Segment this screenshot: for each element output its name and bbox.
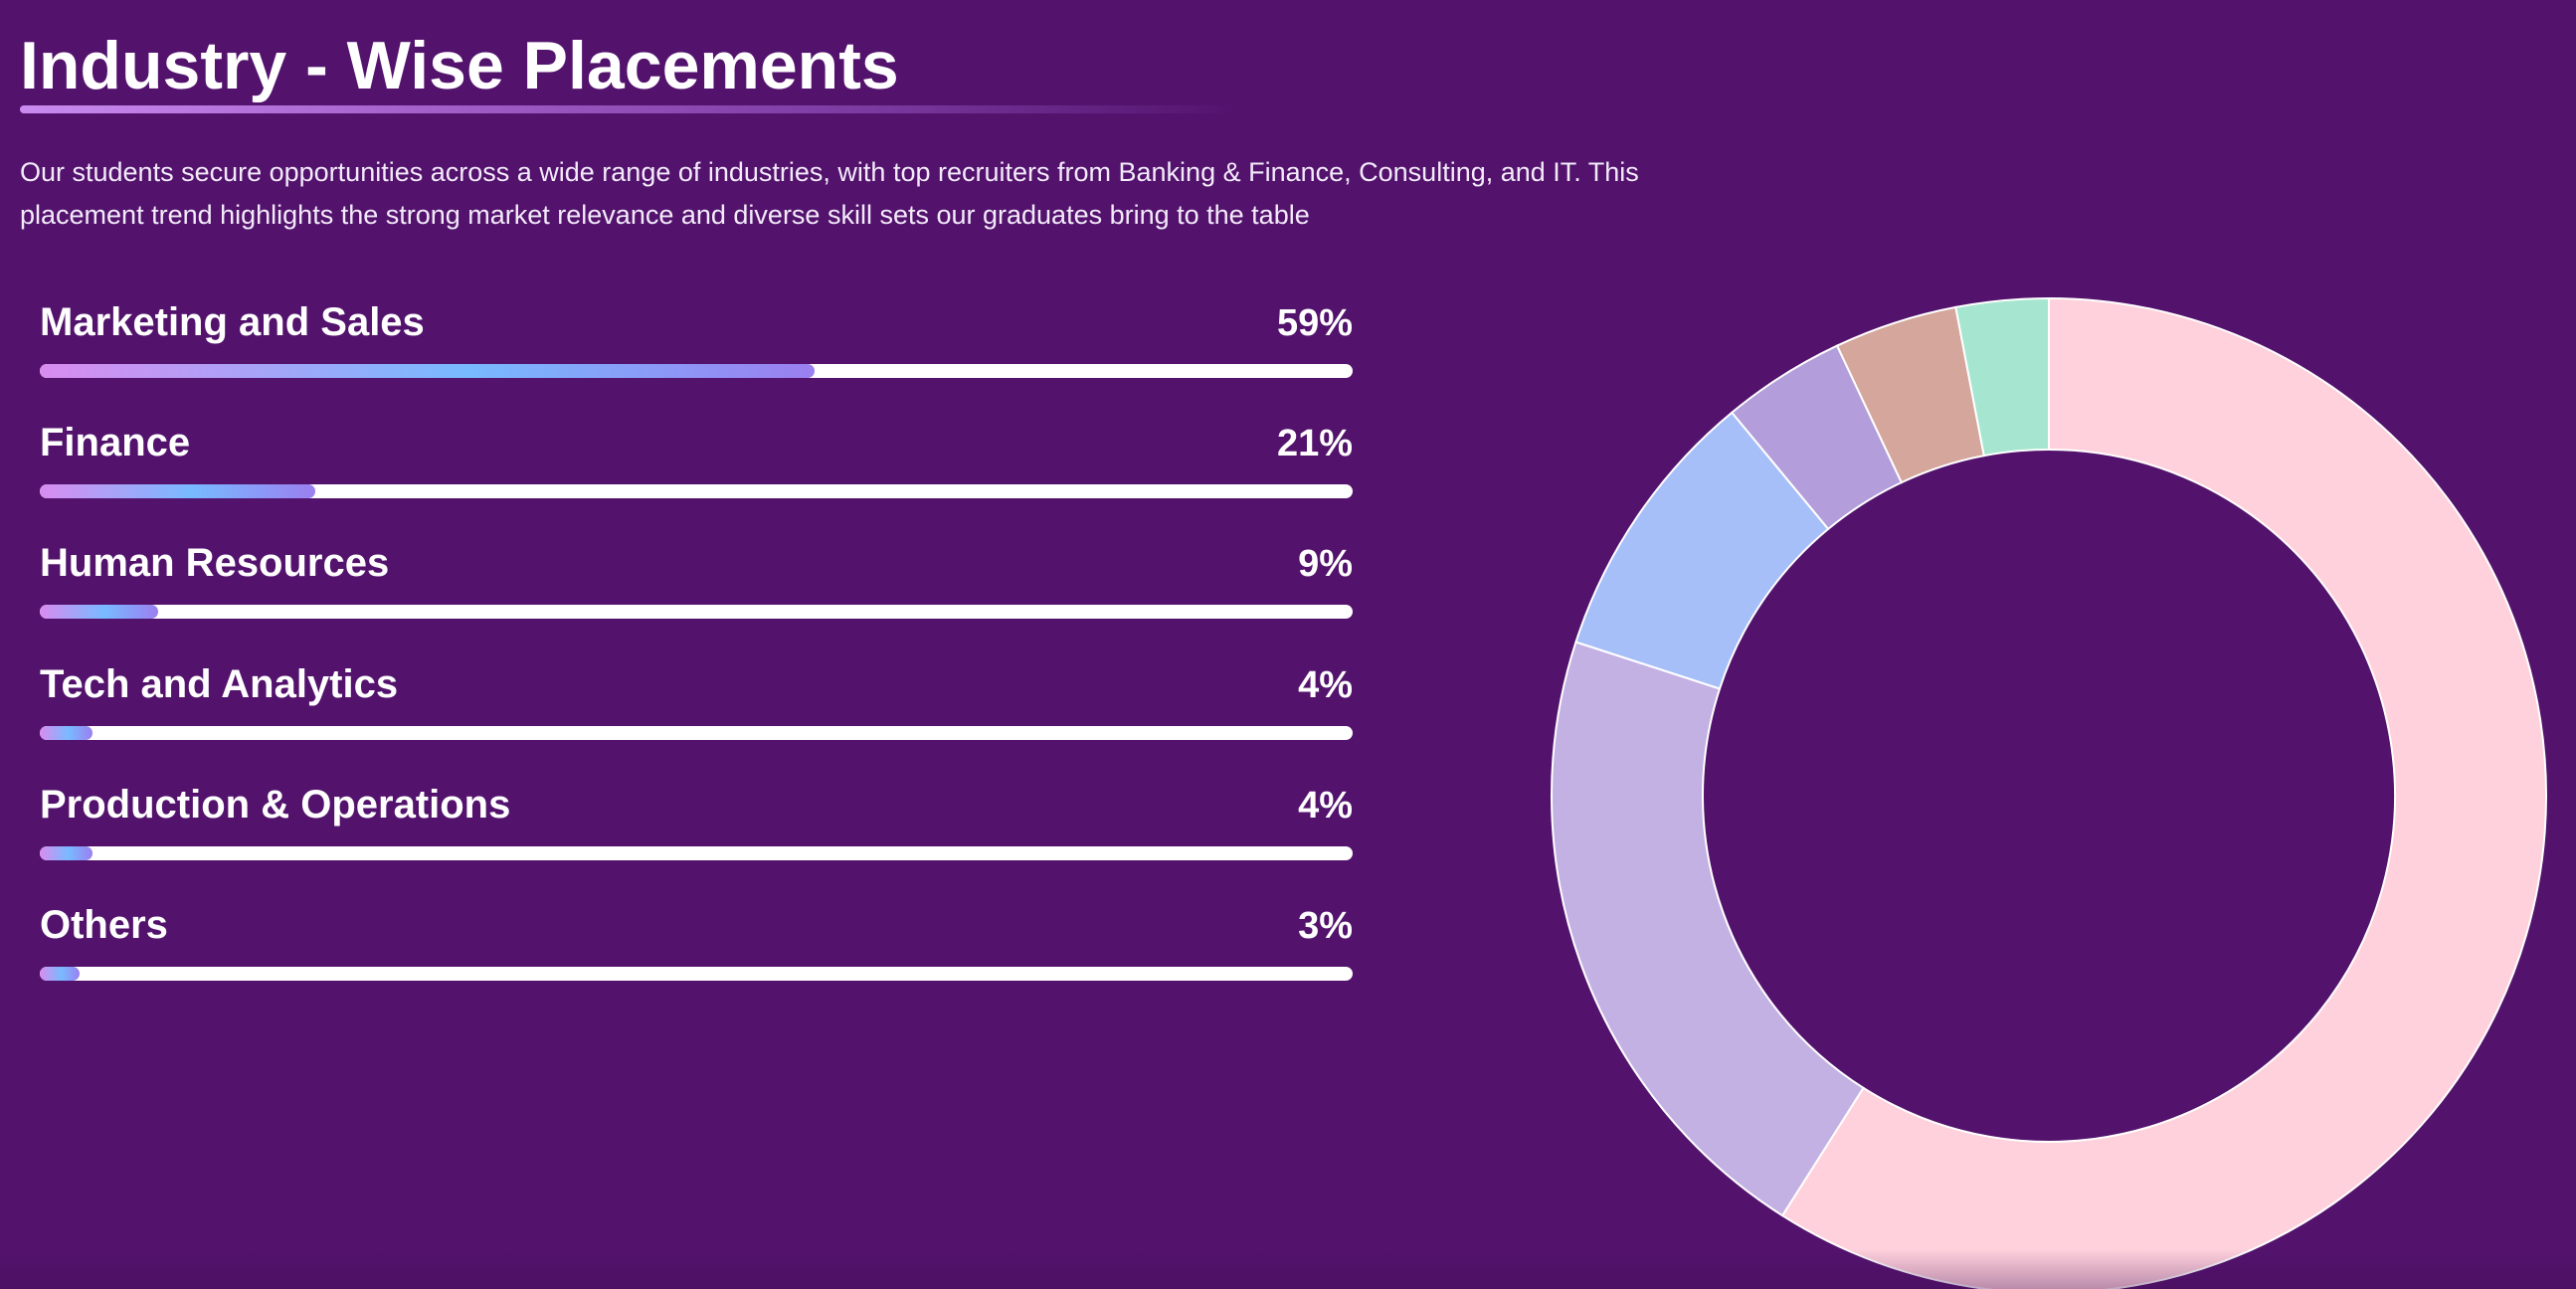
bar-row: Marketing and Sales 59% [40,288,1353,409]
bar-label: Others [40,902,168,947]
bar-label: Tech and Analytics [40,661,399,706]
page-title: Industry - Wise Placements [20,28,899,103]
bar-fill [40,966,80,981]
bar-row: Others 3% [40,891,1353,1012]
bar-label: Marketing and Sales [40,300,425,344]
bar-row: Finance 21% [40,409,1353,529]
bar-fill [40,484,316,499]
bar-row: Human Resources 9% [40,529,1353,649]
bar-label: Production & Operations [40,782,511,827]
donut-slice-others [1954,296,2050,458]
donut-slice-marketing-and-sales [1780,296,2547,1289]
title-underline [20,105,1233,113]
donut-chart [1551,296,2547,1289]
bar-track [40,605,1353,620]
bar-track [40,845,1353,860]
bar-value-label: 3% [1298,904,1353,947]
bar-value-label: 59% [1276,302,1353,344]
bar-track [40,484,1353,499]
bar-value-label: 4% [1298,784,1353,827]
bar-fill [40,725,92,740]
bar-value-label: 9% [1298,543,1353,586]
bar-track [40,966,1353,981]
bar-label: Finance [40,421,191,465]
bar-row: Tech and Analytics 4% [40,650,1353,771]
bar-track [40,725,1353,740]
bar-fill [40,605,158,620]
bar-fill [40,845,92,860]
progress-bar-list: Marketing and Sales 59% Finance 21% Human Re… [40,288,1353,1012]
bar-label: Human Resources [40,541,390,586]
page-description: Our students secure opportunities across… [20,157,1639,230]
bar-track [40,364,1353,378]
bar-value-label: 4% [1298,663,1353,706]
bar-value-label: 21% [1276,423,1353,465]
bar-row: Production & Operations 4% [40,771,1353,891]
bar-fill [40,364,815,378]
donut-slice-finance [1551,641,1865,1217]
